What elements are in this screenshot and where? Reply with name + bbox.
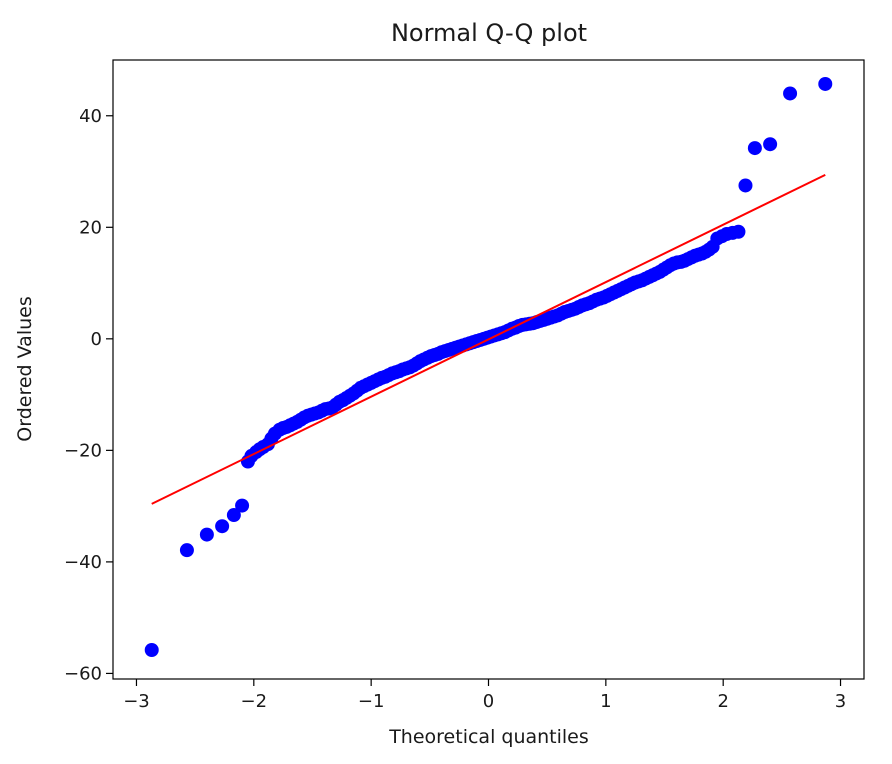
data-point — [179, 543, 194, 558]
y-tick-label: −40 — [64, 552, 102, 573]
data-point — [226, 508, 241, 523]
data-point — [235, 498, 250, 513]
data-point — [738, 178, 753, 193]
x-tick-label: −2 — [241, 691, 268, 712]
sample-points — [144, 76, 833, 658]
data-point — [783, 86, 798, 101]
x-tick-label: 2 — [717, 691, 728, 712]
x-axis: −3 −2 −1 0 1 2 3 — [123, 679, 846, 712]
y-tick-label: 0 — [91, 329, 102, 350]
x-tick-label: 0 — [483, 691, 494, 712]
chart-title: Normal Q-Q plot — [391, 19, 587, 47]
x-tick-label: −3 — [123, 691, 150, 712]
data-point — [747, 141, 762, 156]
y-tick-label: −60 — [64, 663, 102, 684]
data-point — [731, 224, 746, 239]
data-point — [144, 643, 159, 658]
x-tick-label: −1 — [358, 691, 385, 712]
data-point — [763, 137, 778, 152]
y-tick-label: 20 — [79, 217, 102, 238]
y-tick-label: 40 — [79, 106, 102, 127]
data-point — [818, 76, 833, 91]
y-axis: −60 −40 −20 0 20 40 — [64, 106, 113, 684]
data-point — [215, 519, 230, 534]
data-point — [199, 527, 214, 542]
reference-fit-line — [151, 173, 826, 505]
x-axis-label: Theoretical quantiles — [388, 726, 589, 748]
x-tick-label: 1 — [600, 691, 611, 712]
x-tick-label: 3 — [835, 691, 846, 712]
y-axis-label: Ordered Values — [14, 296, 36, 441]
y-tick-label: −20 — [64, 440, 102, 461]
